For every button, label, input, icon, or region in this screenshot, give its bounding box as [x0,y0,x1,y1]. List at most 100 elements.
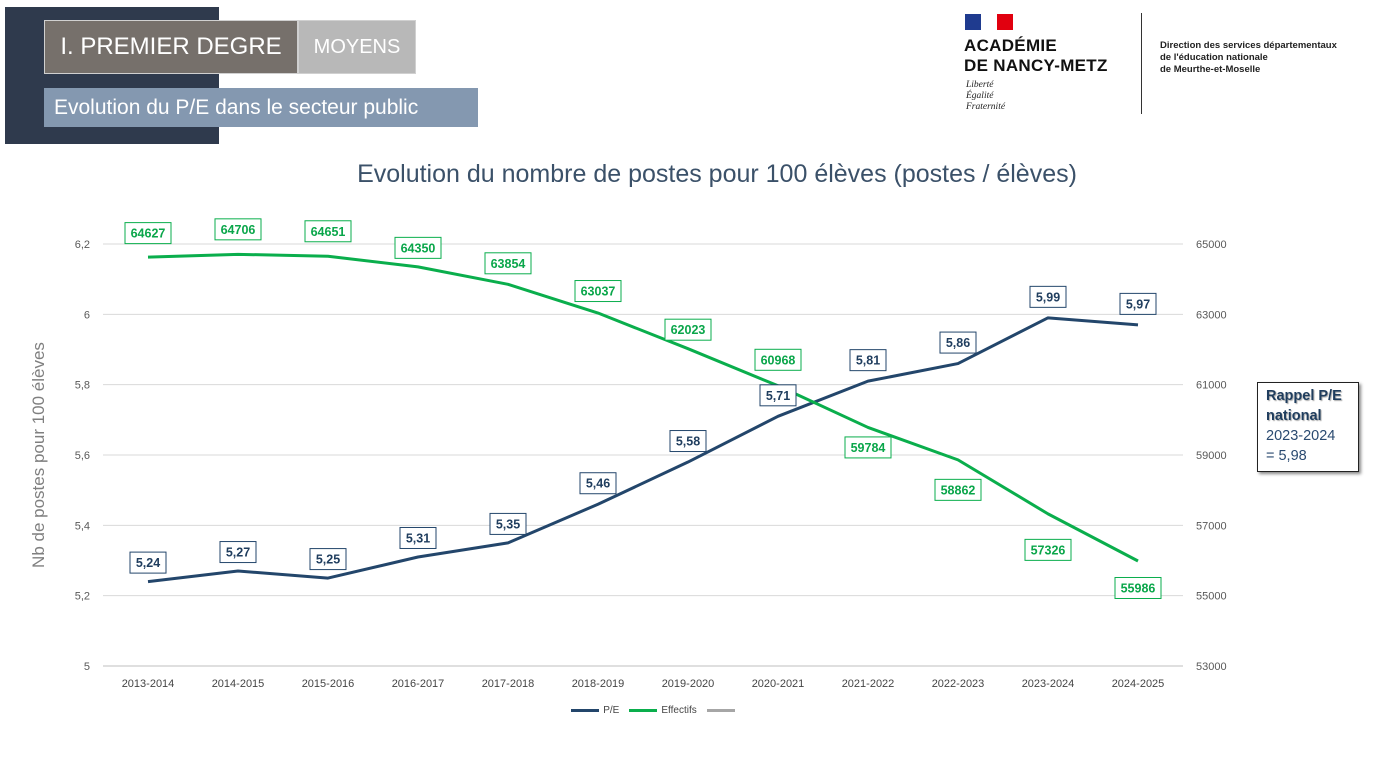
data-label-box [1114,576,1162,599]
data-label-box [844,436,892,459]
data-label: 5,27 [226,546,250,560]
data-label: 5,81 [856,354,880,368]
data-label-box [484,252,532,275]
motto-fraternite: Fraternité [966,102,1006,112]
x-tick-label: 2016-2017 [392,678,445,690]
data-label: 55986 [1121,581,1156,595]
data-label: 64350 [401,241,436,255]
x-tick-label: 2015-2016 [302,678,355,690]
legend-label-effectifs: Effectifs [661,705,697,716]
data-label-box [304,220,352,243]
data-label-box [309,548,347,571]
reminder-title-2: national [1266,408,1322,424]
data-label: 64706 [221,223,256,237]
y2-tick-label: 55000 [1196,591,1227,603]
legend-swatch-extra [706,709,735,712]
y2-tick-label: 61000 [1196,380,1227,392]
data-label-box [489,512,527,535]
y-axis-title: Nb de postes pour 100 élèves [29,342,48,568]
x-tick-label: 2022-2023 [932,678,985,690]
y-tick-label: 6,2 [75,239,90,251]
x-tick-label: 2020-2021 [752,678,805,690]
data-label: 57326 [1031,543,1066,557]
section-tag: I. PREMIER DEGRE [44,20,298,74]
y2-tick-label: 53000 [1196,661,1227,673]
national-reminder-box: Rappel P/E national 2023-2024 = 5,98 [1257,382,1359,472]
x-tick-label: 2014-2015 [212,678,265,690]
data-label-box [759,384,797,407]
data-label-box [934,478,982,501]
data-label: 60968 [761,353,796,367]
data-label: 5,97 [1126,297,1150,311]
y-tick-label: 5,6 [75,450,90,462]
y2-tick-label: 65000 [1196,239,1227,251]
x-tick-label: 2024-2025 [1112,678,1165,690]
data-label: 5,24 [136,556,160,570]
direction-text: Direction des services départementaux de… [1160,40,1337,76]
data-label: 5,25 [316,553,340,567]
data-label: 5,46 [586,477,610,491]
data-label-box [394,236,442,259]
x-tick-label: 2023-2024 [1022,678,1075,690]
y2-tick-label: 59000 [1196,450,1227,462]
data-label-box [849,349,887,372]
data-label-box [219,541,257,564]
data-label-box [939,331,977,354]
data-label-box [574,280,622,303]
academy-line-2: DE NANCY-METZ [964,56,1108,75]
data-label: 5,71 [766,389,790,403]
data-label: 64627 [131,227,166,241]
y2-tick-label: 57000 [1196,520,1227,532]
y-tick-label: 5 [84,661,90,673]
x-tick-label: 2013-2014 [122,678,175,690]
data-label: 5,35 [496,517,520,531]
data-label-box [214,218,262,241]
data-label: 63854 [491,257,526,271]
y-tick-label: 5,4 [75,520,90,532]
legend-item-pe: P/E [571,705,619,716]
data-label: 5,99 [1036,290,1060,304]
chart-legend: P/E Effectifs [0,705,1306,716]
data-label: 59784 [851,441,886,455]
data-label-box [1029,285,1067,308]
academy-name: ACADÉMIE DE NANCY-METZ [964,36,1108,76]
x-tick-label: 2021-2022 [842,678,895,690]
data-label: 64651 [311,225,346,239]
data-label: 5,58 [676,435,700,449]
y-tick-label: 6 [84,309,90,321]
category-tag: MOYENS [298,20,416,74]
motto-egalite: Égalité [966,91,994,101]
data-label-box [579,472,617,495]
y-tick-label: 5,2 [75,591,90,603]
data-label: 5,31 [406,531,430,545]
legend-swatch-effectifs [629,709,658,712]
academy-line-1: ACADÉMIE [964,36,1058,55]
data-label: 62023 [671,323,706,337]
data-label-box [124,222,172,245]
reminder-year: 2023-2024 [1266,428,1336,444]
data-label-box [129,551,167,574]
legend-item-extra [706,709,735,712]
data-label-box [669,430,707,453]
data-label-box [1119,292,1157,315]
data-label-box [399,526,437,549]
french-flag-icon [965,14,1013,30]
legend-label-pe: P/E [603,705,620,716]
y2-tick-label: 63000 [1196,309,1227,321]
data-label: 63037 [581,285,616,299]
direction-line-1: Direction des services départementaux [1160,40,1337,51]
legend-item-effectifs: Effectifs [629,705,697,716]
republic-motto: Liberté Égalité Fraternité [966,80,1005,113]
logo-divider [1141,13,1142,114]
data-label-box [664,318,712,341]
x-tick-label: 2017-2018 [482,678,535,690]
x-tick-label: 2018-2019 [572,678,625,690]
x-tick-label: 2019-2020 [662,678,715,690]
series-line-pe [147,316,1139,584]
reminder-title-1: Rappel P/E [1266,388,1342,404]
data-label-box [1024,538,1072,561]
y-tick-label: 5,8 [75,380,90,392]
chart-title: Evolution du nombre de postes pour 100 é… [357,160,1077,188]
reminder-value: = 5,98 [1266,448,1307,464]
